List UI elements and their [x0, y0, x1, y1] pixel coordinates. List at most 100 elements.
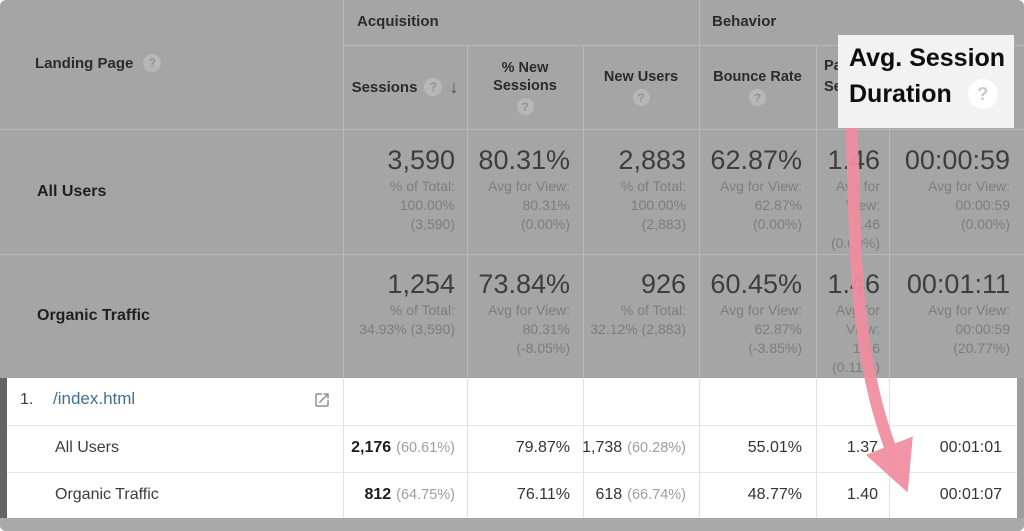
metric-subtext: (20.77%)	[953, 340, 1010, 356]
column-header-pages-session[interactable]: Pa Se	[824, 56, 842, 98]
column-header-pct-new-sessions[interactable]: % New Sessions ?	[467, 45, 583, 129]
metric-value: 00:01:07	[939, 486, 1002, 503]
cell-bounce-rate: 55.01%	[699, 425, 816, 471]
metric-value: 79.87%	[515, 439, 570, 456]
metric-percent: (60.28%)	[627, 440, 686, 456]
metric-subtext: % of Total:	[620, 302, 686, 318]
metric-value: 1,254	[387, 269, 455, 299]
metric-value: 2,176	[351, 439, 392, 456]
cell-bounce-rate: 62.87% Avg for View: 62.87% (0.00%)	[699, 130, 816, 254]
cell-new-users: 1,738 (60.28%)	[582, 425, 699, 471]
metric-subtext: View:	[846, 197, 880, 213]
cell-pages-session: 1.46 Avg for View: 1.46 (0.11%)	[816, 254, 889, 378]
cell-pct-new-sessions: 73.84% Avg for View: 80.31% (-8.05%)	[467, 254, 583, 378]
column-header-new-users[interactable]: New Users ?	[583, 45, 699, 129]
row-divider	[0, 129, 1024, 130]
metric-value: 1,738	[582, 439, 623, 456]
help-icon[interactable]: ?	[749, 89, 766, 106]
cell-pages-session: 1.46 Avg for View: 1.46 (0.00%)	[816, 130, 889, 254]
cell-sessions: 3,590 % of Total: 100.00% (3,590)	[343, 130, 467, 254]
metric-subtext: % of Total:	[389, 302, 455, 318]
metric-subtext: 00:00:59	[955, 197, 1011, 213]
metric-value: 76.11%	[516, 486, 570, 503]
pages-session-label-line1: Pa	[824, 58, 842, 74]
metric-subtext: % of Total:	[620, 178, 686, 194]
column-divider	[699, 378, 700, 518]
callout-avg-session-duration: Avg. Session Duration ?	[838, 35, 1014, 128]
column-divider	[467, 378, 468, 518]
help-icon[interactable]: ?	[516, 98, 534, 115]
metric-value: 1.46	[827, 145, 880, 175]
landing-page-label: Landing Page	[35, 54, 134, 72]
metric-percent: (64.75%)	[396, 487, 455, 503]
metric-value: 3,590	[387, 145, 455, 175]
metric-subtext: Avg for View:	[720, 302, 802, 318]
metric-percent: (60.61%)	[396, 440, 455, 456]
metric-value: 80.31%	[478, 145, 570, 175]
row-number: 1.	[20, 391, 34, 408]
metric-subtext: Avg for	[835, 302, 880, 318]
column-divider	[583, 378, 584, 518]
metric-value: 926	[640, 269, 686, 299]
metric-subtext: 32.12% (2,883)	[590, 321, 686, 337]
help-icon[interactable]: ?	[143, 54, 162, 72]
metric-subtext: View:	[846, 321, 880, 337]
metric-subtext: 1.46	[852, 340, 880, 356]
column-header-bounce-rate[interactable]: Bounce Rate ?	[699, 45, 816, 129]
column-divider	[467, 45, 468, 378]
segment-name: Organic Traffic	[55, 486, 159, 503]
cell-bounce-rate: 60.45% Avg for View: 62.87% (-3.85%)	[699, 254, 816, 378]
new-users-label: New Users	[603, 69, 679, 85]
metric-value: 2,883	[618, 145, 686, 175]
cell-avg-session-duration: 00:01:07	[889, 472, 1017, 518]
highlight-left-edge	[0, 378, 7, 524]
metric-value: 1.46	[827, 269, 880, 299]
open-in-new-icon[interactable]	[313, 391, 331, 409]
metric-subtext: (0.00%)	[830, 235, 880, 251]
metric-subtext: Avg for	[835, 178, 880, 194]
cell-new-users: 618 (66.74%)	[583, 472, 699, 518]
metric-percent: (66.74%)	[627, 487, 686, 503]
metric-subtext: 80.31%	[522, 197, 570, 213]
cell-avg-session-duration: 00:00:59 Avg for View: 00:00:59 (0.00%)	[889, 130, 1024, 254]
metric-subtext: Avg for View:	[720, 178, 802, 194]
column-divider	[583, 45, 584, 378]
cell-sessions: 2,176 (60.61%)	[343, 425, 467, 471]
callout-text-line1: Avg. Session	[849, 44, 1006, 72]
help-icon: ?	[967, 79, 998, 109]
metric-subtext: Avg for View:	[488, 302, 570, 318]
column-divider	[816, 45, 817, 378]
metric-subtext: 100.00%	[630, 197, 686, 213]
column-header-sessions[interactable]: Sessions ? ↓	[343, 45, 467, 129]
cell-avg-session-duration: 00:01:11 Avg for View: 00:00:59 (20.77%)	[889, 254, 1024, 378]
landing-page-link[interactable]: /index.html	[53, 389, 136, 408]
cell-pages-session: 1.40	[816, 472, 889, 518]
metric-subtext: (-3.85%)	[748, 340, 802, 356]
cell-sessions: 812 (64.75%)	[343, 472, 467, 518]
metric-value: 618	[595, 486, 623, 503]
metric-subtext: 34.93% (3,590)	[359, 321, 455, 337]
cell-new-users: 926 % of Total: 32.12% (2,883)	[583, 254, 699, 378]
highlight-right-edge	[1017, 378, 1024, 518]
metric-subtext: (2,883)	[641, 216, 686, 232]
metric-value: 48.77%	[747, 486, 802, 503]
metric-subtext: 62.87%	[754, 197, 802, 213]
table-highlighted-section: 1. /index.html All Users 2,176 (60.61%) …	[7, 378, 1017, 518]
row-divider	[7, 425, 1017, 426]
cell-pct-new-sessions: 80.31% Avg for View: 80.31% (0.00%)	[467, 130, 583, 254]
table-bottom-strip	[0, 518, 1024, 531]
sort-descending-icon[interactable]: ↓	[449, 77, 459, 97]
column-divider	[699, 0, 700, 378]
metric-value: 00:01:01	[939, 439, 1002, 456]
metric-value: 1.37	[846, 439, 878, 456]
help-icon[interactable]: ?	[424, 78, 443, 96]
column-divider	[816, 378, 817, 518]
row-divider	[0, 254, 1024, 255]
metric-subtext: (-8.05%)	[516, 340, 570, 356]
column-header-landing-page[interactable]: Landing Page ?	[35, 54, 162, 72]
help-icon[interactable]: ?	[632, 89, 650, 106]
metric-subtext: (0.00%)	[520, 216, 570, 232]
column-divider	[343, 378, 344, 518]
cell-pct-new-sessions: 79.87%	[467, 425, 583, 471]
